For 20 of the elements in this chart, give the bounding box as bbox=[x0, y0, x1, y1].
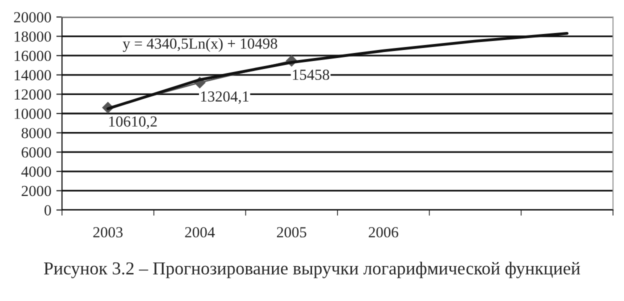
y-tick-label: 4000 bbox=[21, 166, 51, 177]
y-tick-label: 2000 bbox=[22, 186, 51, 196]
y-tick-label: 16000 bbox=[14, 50, 51, 62]
data-label: 15458 bbox=[292, 70, 330, 80]
y-tick-label: 18000 bbox=[14, 31, 51, 42]
text: Рисунок 3.2 – Прогнозирование выручки логарифмической функцией bbox=[44, 262, 580, 278]
y-tick-label: 8000 bbox=[22, 128, 51, 138]
y-tick-label: 12000 bbox=[14, 89, 51, 100]
annotation: y = 4340,5Ln(x) + 10498 bbox=[122, 38, 278, 52]
y-tick-label: 14000 bbox=[14, 70, 51, 80]
y-tick-label: 20000 bbox=[14, 12, 51, 22]
y-tick-label: 6000 bbox=[22, 147, 51, 158]
x-tick-label: 2003 bbox=[93, 227, 123, 238]
y-tick-label: 0 bbox=[44, 205, 51, 216]
x-tick-label: 2004 bbox=[185, 227, 215, 238]
x-tick-label: 2006 bbox=[368, 227, 398, 238]
data-label: 13204,1 bbox=[201, 91, 248, 104]
x-tick-label: 2005 bbox=[276, 227, 306, 238]
y-tick-label: 10000 bbox=[14, 108, 51, 119]
data-label: 10610,2 bbox=[109, 116, 157, 129]
